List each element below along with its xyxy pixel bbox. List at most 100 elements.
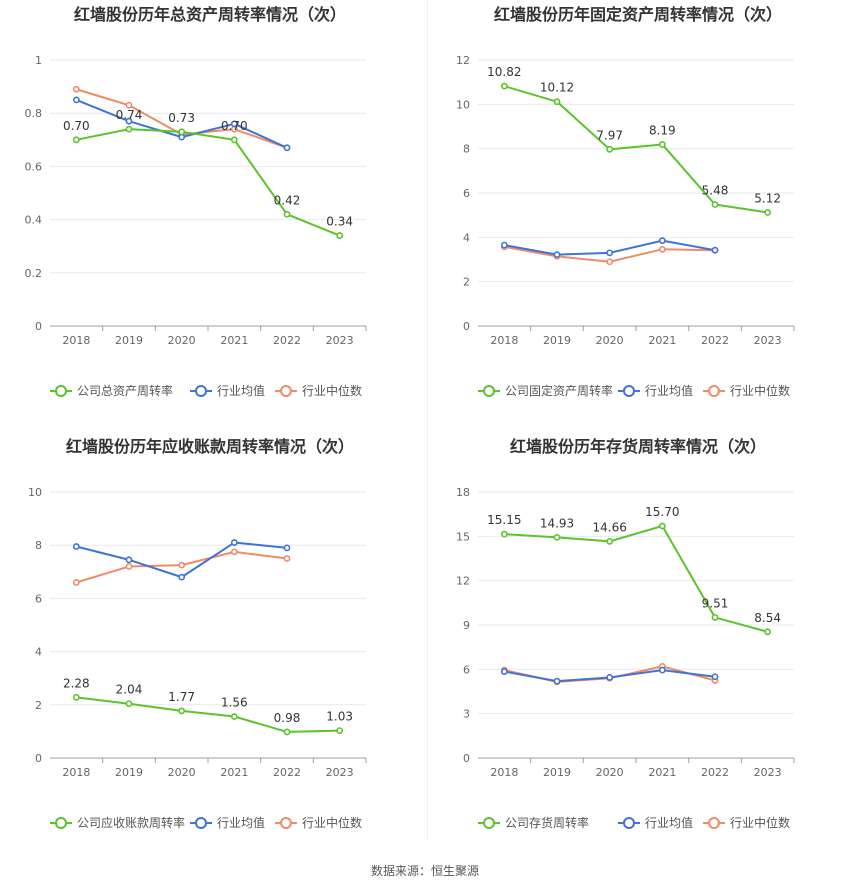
legend-item[interactable]: 行业均值 (190, 383, 265, 398)
y-tick-label: 10 (28, 486, 42, 499)
chart-svg: 红墙股份历年总资产周转率情况（次） 0 0.2 0.4 0.6 0.8 1 2018 2019 2… (25, 5, 367, 398)
y-tick-label: 0 (35, 320, 42, 333)
data-label: 15.70 (645, 505, 679, 519)
data-point (553, 677, 561, 685)
legend-item[interactable]: 行业中位数 (703, 815, 790, 830)
x-tick-label: 2022 (701, 766, 729, 779)
legend-marker-icon (483, 385, 495, 397)
data-label: 5.48 (702, 184, 729, 198)
legend-label: 行业均值 (217, 383, 265, 398)
x-tick-label: 2020 (168, 766, 196, 779)
series-line-company (504, 85, 768, 214)
data-point (125, 556, 133, 564)
chart-svg: 红墙股份历年存货周转率情况（次） 0 3 6 9 12 15 18 2018 2019 2020 20… (456, 437, 795, 830)
data-point (658, 141, 666, 148)
data-label: 10.12 (540, 81, 574, 95)
data-point (500, 530, 508, 538)
data-point (606, 145, 614, 153)
legend-marker-icon (280, 817, 292, 829)
data-point (711, 246, 719, 254)
y-tick-label: 12 (456, 575, 470, 588)
legend-marker-icon (195, 385, 207, 397)
receivables-turnover-chart: 红墙股份历年应收账款周转率情况（次） 0 2 4 6 8 10 2018 2019 2020 202… (0, 432, 420, 856)
data-point (72, 579, 80, 586)
y-tick-label: 0 (463, 320, 470, 333)
x-tick-label: 2019 (115, 334, 143, 347)
y-tick-label: 0.4 (25, 214, 43, 227)
legend-item[interactable]: 行业均值 (618, 815, 693, 830)
chart-svg: 红墙股份历年应收账款周转率情况（次） 0 2 4 6 8 10 2018 2019 2020 202… (28, 437, 367, 830)
data-point (658, 522, 666, 530)
data-label: 5.12 (754, 192, 781, 206)
inventory-turnover-chart: 红墙股份历年存货周转率情况（次） 0 3 6 9 12 15 18 2018 2019 2020 20… (428, 432, 848, 856)
data-point (125, 563, 133, 570)
x-tick-label: 2022 (701, 334, 729, 347)
data-point (500, 241, 508, 249)
legend-item[interactable]: 行业中位数 (703, 383, 790, 398)
legend-marker-icon (483, 817, 495, 829)
data-point (606, 537, 614, 545)
data-point (178, 573, 186, 581)
data-point (283, 728, 291, 736)
chart-svg: 红墙股份历年固定资产周转率情况（次） 0 2 4 6 8 10 12 2018 2019 2020 2… (456, 5, 795, 398)
legend-item[interactable]: 行业均值 (190, 815, 265, 830)
data-label: 2.04 (116, 683, 143, 697)
x-tick-label: 2020 (168, 334, 196, 347)
legend-item[interactable]: 公司总资产周转率 (50, 383, 173, 398)
data-label: 0.34 (326, 215, 353, 229)
x-tick-label: 2023 (754, 766, 782, 779)
data-point (283, 144, 291, 152)
series-line-company (76, 696, 340, 733)
legend-marker-icon (55, 817, 67, 829)
y-tick-label: 15 (456, 530, 470, 543)
y-tick-label: 18 (456, 486, 470, 499)
legend-item[interactable]: 行业中位数 (275, 815, 362, 830)
data-label: 0.70 (221, 119, 248, 133)
legend-item[interactable]: 公司存货周转率 (478, 815, 589, 830)
legend-item[interactable]: 行业均值 (618, 383, 693, 398)
data-label: 14.93 (540, 516, 574, 530)
data-point (178, 128, 186, 136)
data-point (658, 237, 666, 245)
data-point (230, 136, 238, 144)
x-tick-label: 2023 (326, 334, 354, 347)
x-tick-label: 2019 (543, 766, 571, 779)
data-point (500, 668, 508, 675)
total-asset-turnover-chart: 红墙股份历年总资产周转率情况（次） 0 0.2 0.4 0.6 0.8 1 2018 2019 2… (0, 0, 420, 424)
legend-label: 行业中位数 (302, 815, 362, 830)
data-label: 10.82 (487, 65, 521, 79)
data-point (125, 125, 133, 133)
data-point (230, 539, 238, 546)
legend-item[interactable]: 行业中位数 (275, 383, 362, 398)
y-tick-label: 4 (463, 231, 470, 244)
data-label: 15.15 (487, 513, 521, 527)
y-tick-label: 2 (463, 276, 470, 289)
x-tick-label: 2023 (326, 766, 354, 779)
x-tick-label: 2018 (62, 766, 90, 779)
legend-item[interactable]: 公司固定资产周转率 (478, 383, 613, 398)
x-tick-label: 2018 (490, 334, 518, 347)
x-tick-label: 2020 (596, 334, 624, 347)
y-tick-label: 8 (463, 143, 470, 156)
data-point (72, 543, 80, 550)
y-tick-label: 6 (35, 592, 42, 605)
x-tick-label: 2018 (490, 766, 518, 779)
legend-label: 行业均值 (645, 383, 693, 398)
legend-marker-icon (55, 385, 67, 397)
data-point (336, 232, 344, 239)
data-point (606, 674, 614, 681)
data-label: 14.66 (592, 520, 626, 534)
data-point (178, 707, 186, 715)
x-tick-label: 2022 (273, 766, 301, 779)
data-label: 0.42 (274, 193, 301, 207)
data-label: 1.77 (168, 690, 195, 704)
y-tick-label: 9 (463, 619, 470, 632)
data-point (711, 614, 719, 621)
x-tick-label: 2021 (220, 334, 248, 347)
legend-label: 行业中位数 (302, 383, 362, 398)
y-tick-label: 0.6 (25, 160, 43, 173)
data-point (72, 96, 80, 104)
y-tick-label: 0 (35, 752, 42, 765)
legend-item[interactable]: 公司应收账款周转率 (50, 815, 185, 830)
chart-title: 红墙股份历年存货周转率情况（次） (510, 437, 766, 456)
